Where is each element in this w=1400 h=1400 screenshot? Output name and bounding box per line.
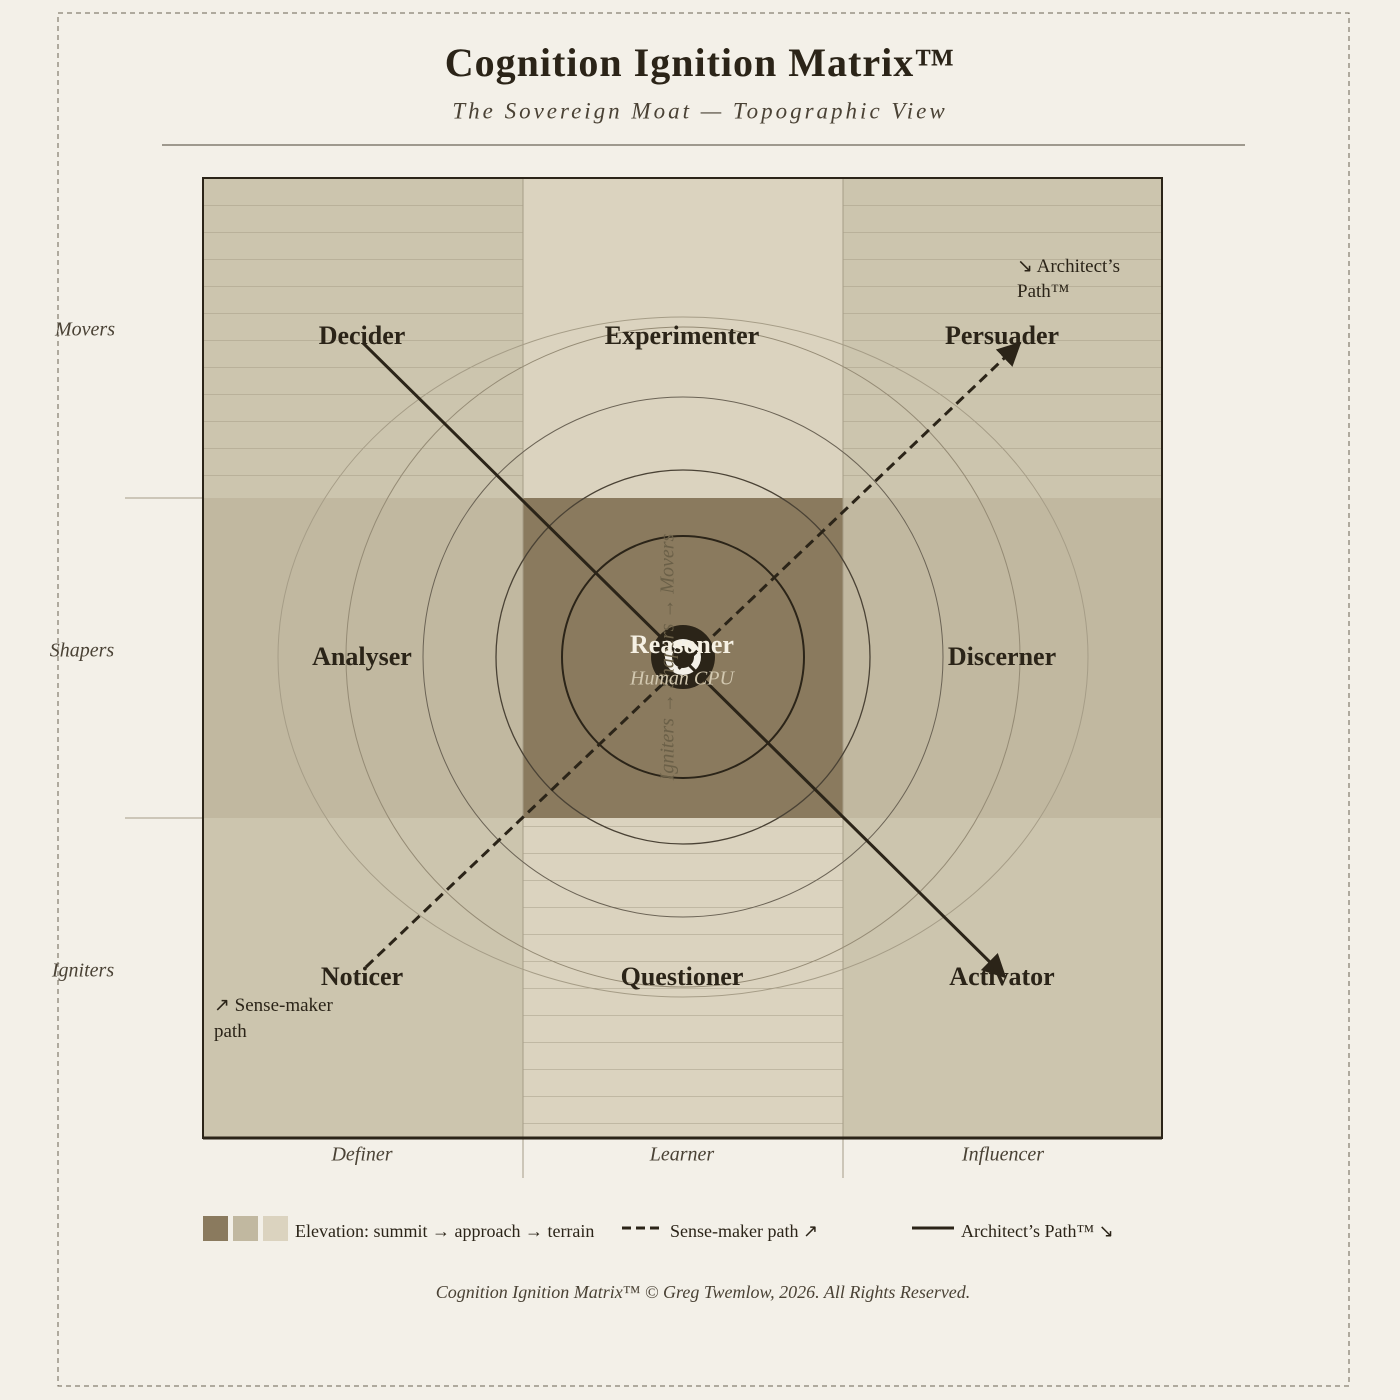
axis-labels: Movers Shapers Igniters Definer Learner …: [50, 319, 1045, 1166]
legend-label: Architect’s Path™ ↘: [961, 1221, 1114, 1241]
column-label: Learner: [649, 1144, 715, 1166]
footer: Cognition Ignition Matrix™ © Greg Twemlo…: [436, 1282, 971, 1302]
cell-label: Reasoner: [630, 630, 734, 659]
cell-bg: [203, 498, 523, 818]
legend: Elevation: summit → approach → terrain S…: [203, 1216, 1114, 1241]
annotation-line: ↗ Sense-maker: [214, 995, 333, 1016]
column-label: Influencer: [961, 1144, 1044, 1166]
hatch: [523, 819, 843, 1138]
contours: [277, 316, 1089, 998]
annotation-line: ↘ Architect’s: [1017, 256, 1120, 277]
legend-swatch: [203, 1216, 228, 1241]
cell-label: Analyser: [312, 642, 412, 671]
subtitle: The Sovereign Moat — Topographic View: [452, 98, 947, 123]
sense-maker-path: [364, 341, 1022, 969]
cell-label: Discerner: [948, 642, 1056, 671]
cell-bg: [523, 178, 843, 498]
legend-swatch: [263, 1216, 288, 1241]
architect-annotation: ↘ Architect’s Path™: [1017, 256, 1125, 302]
row-label: Igniters: [51, 960, 114, 982]
center-subtitle: Human CPU: [629, 668, 735, 690]
cell-label: Noticer: [321, 962, 403, 991]
legend-label: Sense-maker path ↗: [670, 1221, 818, 1241]
cell-label: Experimenter: [605, 321, 760, 350]
annotation-line: path: [214, 1021, 247, 1042]
hatch: [843, 179, 1162, 498]
cell-label: Activator: [949, 962, 1054, 991]
hatch: [203, 179, 523, 498]
annotation-line: Path™: [1017, 281, 1069, 302]
cell-labels: Decider Experimenter Persuader Analyser …: [312, 321, 1059, 991]
legend-swatch: [233, 1216, 258, 1241]
cell-label: Questioner: [621, 962, 744, 991]
vertical-axis-label: Igniters → Shapers → Movers: [657, 533, 679, 781]
architect-path: [361, 341, 1007, 979]
row-label: Movers: [54, 319, 115, 341]
cell-label: Persuader: [945, 321, 1059, 350]
sense-maker-annotation: ↗ Sense-maker path: [214, 995, 338, 1042]
row-label: Shapers: [50, 640, 115, 662]
legend-label: Elevation: summit → approach → terrain: [295, 1221, 594, 1241]
title: Cognition Ignition Matrix™: [445, 40, 955, 85]
column-label: Definer: [330, 1144, 392, 1166]
cell-bg: [203, 818, 523, 1138]
cell-label: Decider: [319, 321, 406, 350]
